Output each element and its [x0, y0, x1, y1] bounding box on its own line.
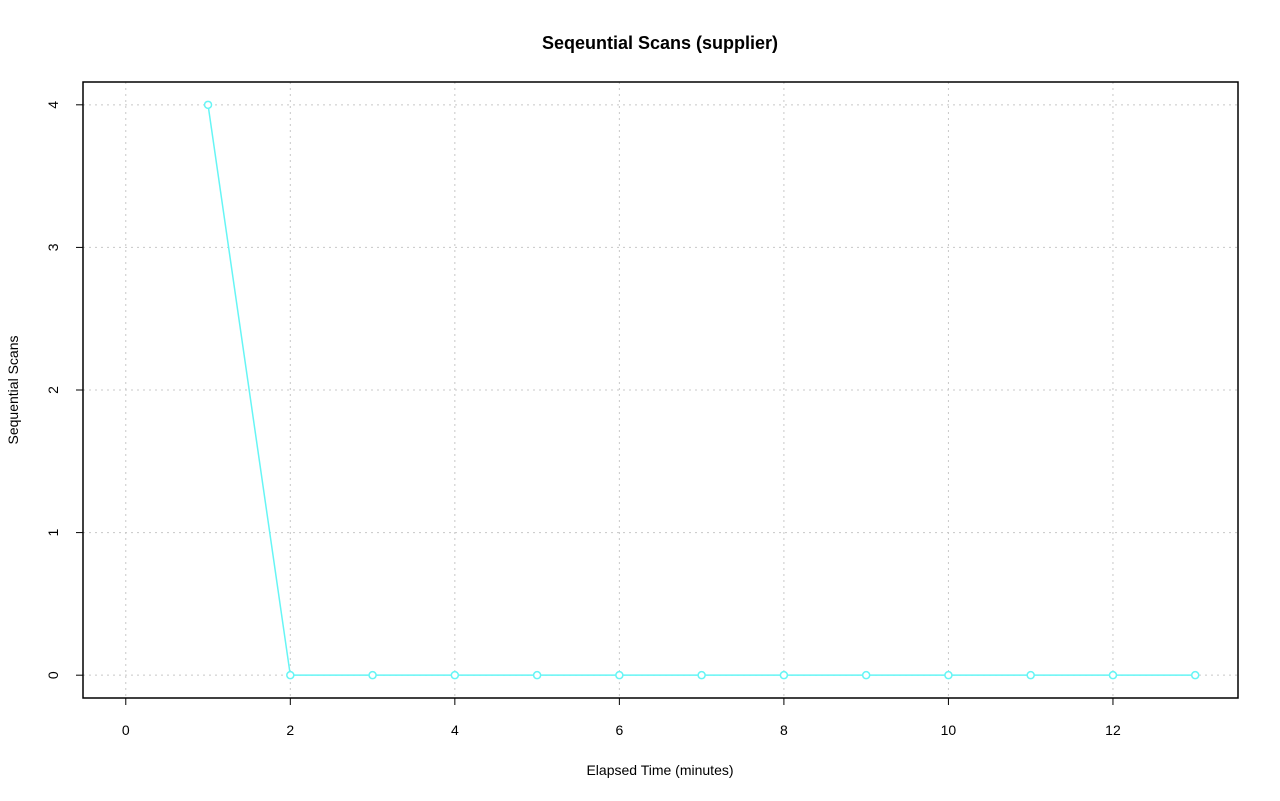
y-tick-label: 3 — [45, 243, 61, 251]
x-tick-label: 12 — [1105, 722, 1121, 738]
x-tick-label: 4 — [451, 722, 459, 738]
chart-title: Seqeuntial Scans (supplier) — [542, 33, 778, 53]
y-axis-label: Sequential Scans — [5, 336, 21, 445]
y-tick-label: 0 — [45, 671, 61, 679]
x-tick-label: 0 — [122, 722, 130, 738]
x-axis-label: Elapsed Time (minutes) — [586, 762, 733, 778]
point — [286, 670, 295, 680]
point — [861, 670, 871, 680]
point — [615, 670, 624, 680]
point — [944, 670, 953, 680]
x-tick-label: 6 — [615, 722, 623, 738]
point — [1026, 670, 1035, 680]
x-tick-label: 10 — [941, 722, 957, 738]
point — [203, 100, 213, 110]
point — [450, 670, 460, 680]
plot-area — [203, 100, 1200, 680]
point — [1108, 670, 1118, 680]
point — [779, 670, 789, 680]
y-tick-label: 4 — [45, 101, 61, 109]
point — [532, 670, 542, 680]
point — [697, 670, 706, 680]
x-tick-label: 2 — [286, 722, 294, 738]
point — [368, 670, 377, 680]
x-tick-label: 8 — [780, 722, 788, 738]
point — [1190, 670, 1200, 680]
y-tick-label: 2 — [45, 386, 61, 394]
y-tick-label: 1 — [45, 528, 61, 536]
